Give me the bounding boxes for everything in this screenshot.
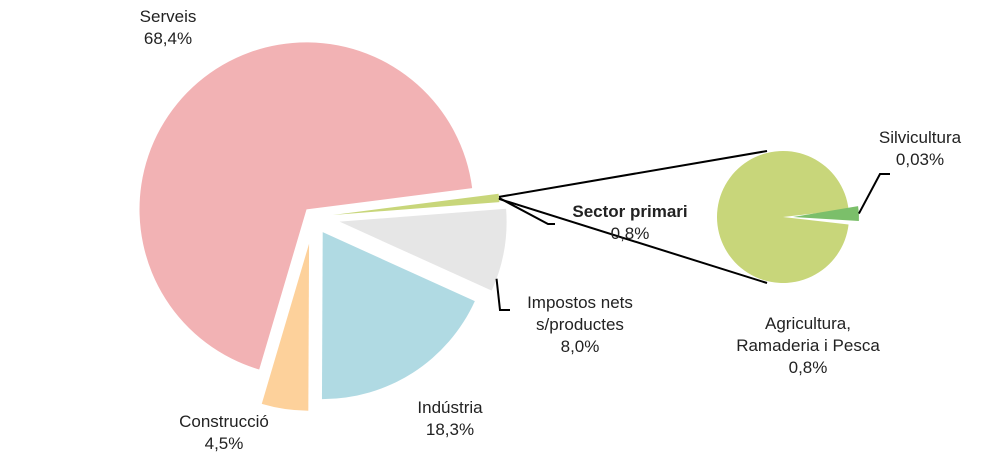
main-pie — [139, 42, 507, 411]
label-industria: Indústria 18,3% — [417, 398, 483, 439]
leader-sector-primari — [498, 197, 555, 225]
connector-line-top — [498, 150, 768, 198]
connector-line-bottom — [498, 197, 768, 284]
sub-slice-agricultura-ramaderia-i-pesca — [716, 151, 849, 283]
label-sector-primari: Sector primari 0,8% — [572, 202, 687, 243]
leader-silvicultura — [858, 173, 890, 215]
slice-industria — [321, 232, 475, 400]
leader-lines — [495, 173, 890, 311]
label-serveis: Serveis 68,4% — [140, 7, 197, 48]
slice-impostos-nets-s-productes — [339, 208, 507, 291]
data-labels: Serveis 68,4% Construcció 4,5% Indústria 18,3… — [140, 7, 962, 453]
slice-construccio — [261, 243, 310, 411]
label-construccio: Construcció 4,5% — [179, 412, 269, 453]
slice-sector-primari — [332, 193, 500, 215]
sub-slice-silvicultura — [793, 206, 860, 222]
secondary-pie — [716, 151, 860, 283]
label-impostos: Impostos nets s/productes 8,0% — [527, 293, 633, 356]
label-silvicultura: Silvicultura 0,03% — [879, 128, 962, 169]
label-agricultura: Agricultura, Ramaderia i Pesca 0,8% — [736, 314, 880, 377]
leader-impostos — [495, 278, 510, 311]
connector-lines — [498, 150, 768, 284]
slice-serveis — [139, 42, 473, 370]
